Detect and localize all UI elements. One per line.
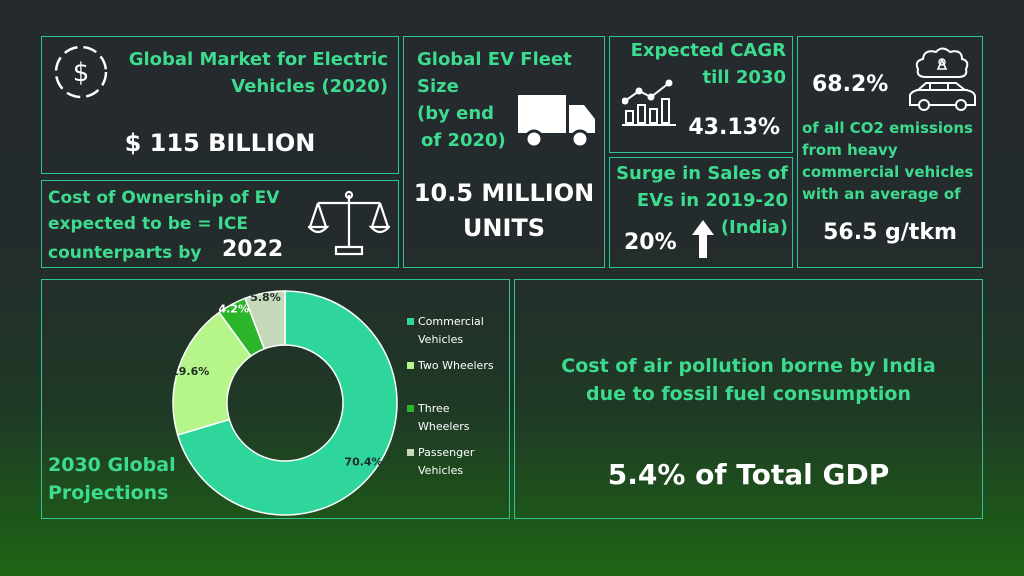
sales-panel: Surge in Sales of EVs in 2019-20 (India)… <box>609 157 793 268</box>
legend-label: Wheelers <box>418 420 470 433</box>
legend-label: Commercial <box>418 315 484 328</box>
fleet-value-line1: 10.5 MILLION <box>413 179 595 207</box>
legend-label: Three <box>417 402 450 415</box>
donut-slice-passenger-vehicles <box>244 290 286 350</box>
legend-label: Vehicles <box>418 333 463 346</box>
co2-line2: from heavy <box>802 141 898 159</box>
legend-swatch <box>407 362 414 369</box>
car-emission-icon <box>908 47 978 113</box>
market-title-line1: Global Market for Electric <box>128 49 388 70</box>
fleet-panel: Global EV Fleet Size (by end of 2020) 10… <box>403 36 605 268</box>
legend-swatch <box>407 318 414 325</box>
pollution-value: 5.4% of Total GDP <box>607 458 890 491</box>
legend-item-commercial-vehicles: Commercial Vehicles <box>407 315 484 346</box>
projection-donut-chart: 70.4% 19.6% 4.2%5.8% Commercial Vehicles Two … <box>171 290 494 516</box>
co2-line3: commercial vehicles <box>802 163 974 181</box>
projection-panel: 70.4% 19.6% 4.2% 5.8% Commercial Vehicles Two … <box>41 279 510 519</box>
dollar-coin-icon: $ <box>52 43 110 101</box>
data-label-commercial-vehicles: 70.4% <box>344 456 382 469</box>
data-label-two-wheelers: 19.6% <box>171 365 209 378</box>
co2-avg: 56.5 g/tkm <box>823 220 957 245</box>
fleet-line1: Global EV Fleet <box>417 49 572 70</box>
market-title-line2: Vehicles (2020) <box>231 76 388 97</box>
cagr-panel: Expected CAGR till 2030 43.13% <box>609 36 793 153</box>
fleet-line3: (by end <box>417 103 495 124</box>
pollution-line1: Cost of air pollution borne by India <box>561 355 936 377</box>
data-label-three-wheelers: 4.2% <box>218 302 249 315</box>
fleet-line2: Size <box>417 76 459 97</box>
ownership-line2: expected to be = ICE <box>48 214 248 234</box>
ownership-year: 2022 <box>222 237 284 262</box>
ownership-line1: Cost of Ownership of EV <box>48 188 280 208</box>
up-arrow-icon <box>692 220 714 258</box>
fleet-line4: of 2020) <box>421 130 506 151</box>
ownership-panel: Cost of Ownership of EV expected to be =… <box>41 180 399 268</box>
legend-item-two-wheelers: Two Wheelers <box>407 359 494 372</box>
legend-swatch <box>407 449 414 456</box>
cagr-value: 43.13% <box>688 115 780 140</box>
donut-slice-commercial-vehicles <box>176 290 398 516</box>
legend-label: Vehicles <box>418 464 463 477</box>
sales-line1: Surge in Sales of <box>616 163 788 184</box>
sales-line3: (India) <box>720 217 788 238</box>
truck-icon <box>518 95 598 151</box>
balance-scale-icon <box>308 189 390 259</box>
co2-line1: of all CO2 emissions <box>802 119 973 137</box>
legend-label: Passenger <box>418 446 475 459</box>
ownership-line3: counterparts by <box>48 243 202 263</box>
growth-chart-icon <box>622 79 678 127</box>
projection-title-line2: Projections <box>48 482 169 504</box>
sales-line2: EVs in 2019-20 <box>636 190 788 211</box>
co2-line4: with an average of <box>802 185 961 203</box>
pollution-line2: due to fossil fuel consumption <box>585 383 911 405</box>
sales-value: 20% <box>624 230 677 255</box>
cagr-line2: till 2030 <box>702 67 786 88</box>
cagr-line1: Expected CAGR <box>630 40 786 61</box>
market-value: $ 115 BILLION <box>124 129 316 157</box>
fleet-value-line2: UNITS <box>462 214 546 242</box>
legend-swatch <box>407 405 414 412</box>
svg-text:$: $ <box>73 58 90 88</box>
co2-value: 68.2% <box>812 72 889 97</box>
legend-item-passenger-vehicles: Passenger Vehicles <box>407 446 475 477</box>
pollution-panel: Cost of air pollution borne by India due… <box>514 279 983 519</box>
projection-title-line1: 2030 Global <box>48 454 176 476</box>
legend-label: Two Wheelers <box>417 359 494 372</box>
co2-panel: 68.2% of all CO2 emissions from heavy co… <box>797 36 983 268</box>
market-panel: $ Global Market for Electric Vehicles (2… <box>41 36 399 174</box>
legend-item-three-wheelers: Three Wheelers <box>407 402 470 433</box>
data-label-passenger-vehicles: 5.8% <box>250 291 281 304</box>
